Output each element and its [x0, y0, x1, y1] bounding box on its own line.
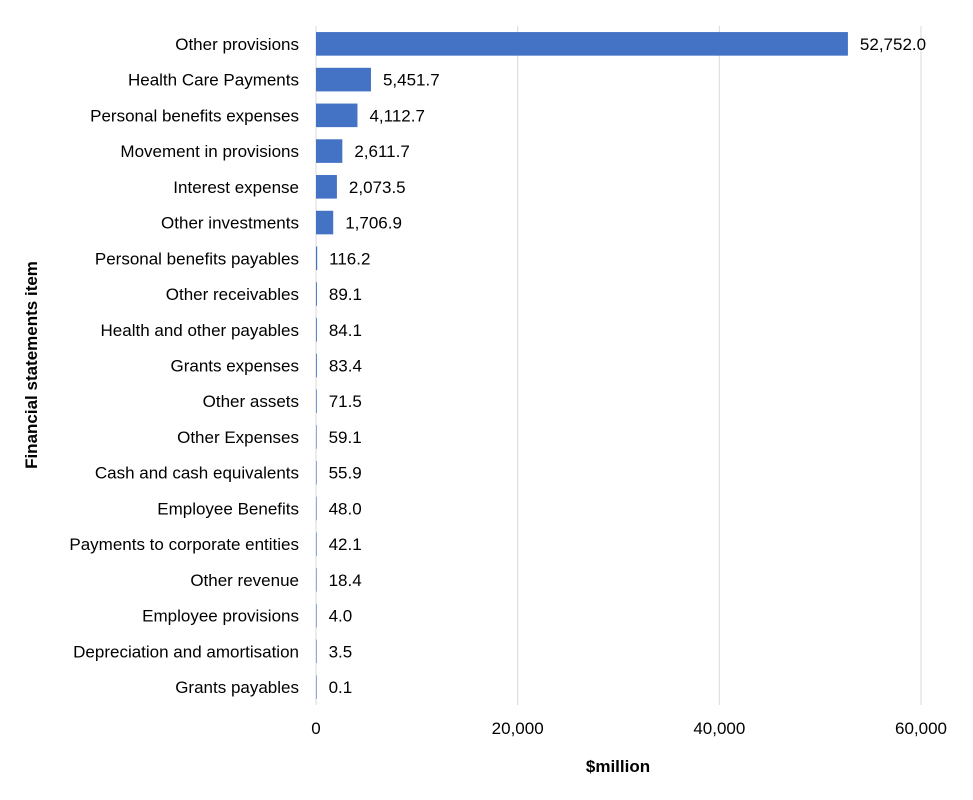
category-label: Employee provisions: [142, 607, 299, 626]
category-label: Other receivables: [166, 285, 299, 304]
category-label: Other Expenses: [177, 428, 299, 447]
bar: [316, 675, 317, 699]
value-label: 89.1: [329, 285, 362, 304]
x-tick-labels: 0 20,000 40,000 60,000: [311, 719, 947, 738]
value-label: 2,073.5: [349, 178, 406, 197]
bar: [316, 603, 317, 628]
category-label: Personal benefits payables: [95, 249, 299, 268]
value-label: 4,112.7: [369, 106, 424, 125]
bar: [316, 32, 848, 56]
x-tick-label: 40,000: [693, 719, 745, 738]
bars: [316, 32, 848, 699]
value-label: 83.4: [329, 357, 362, 376]
gridlines: [315, 26, 922, 705]
category-label: Other revenue: [190, 571, 299, 590]
value-labels: 52,752.0 5,451.7 4,112.7 2,611.7 2,073.5 1,70…: [329, 35, 927, 697]
category-label: Cash and cash equivalents: [95, 464, 299, 483]
bar: [316, 210, 334, 235]
category-label: Movement in provisions: [120, 142, 299, 161]
x-axis-title: $million: [586, 757, 650, 776]
x-tick-label: 20,000: [492, 719, 544, 738]
category-label: Health and other payables: [101, 321, 299, 340]
value-label: 42.1: [329, 535, 362, 554]
bar: [316, 496, 317, 521]
bar: [316, 103, 358, 128]
value-label: 3.5: [329, 642, 353, 661]
category-label: Interest expense: [173, 178, 299, 197]
bar: [316, 389, 317, 414]
value-label: 1,706.9: [345, 214, 402, 233]
bar: [316, 568, 317, 592]
category-label: Personal benefits expenses: [90, 106, 299, 125]
bar: [316, 353, 317, 378]
category-label: Health Care Payments: [128, 71, 299, 90]
category-label: Other assets: [203, 392, 299, 411]
value-label: 18.4: [329, 571, 362, 590]
category-label: Other provisions: [175, 35, 299, 54]
category-label: Grants payables: [175, 678, 299, 697]
value-label: 4.0: [329, 607, 353, 626]
value-label: 84.1: [329, 321, 362, 340]
value-label: 48.0: [329, 499, 362, 518]
value-label: 2,611.7: [354, 142, 409, 161]
value-label: 5,451.7: [383, 71, 440, 90]
x-tick-label: 0: [311, 719, 320, 738]
category-labels: Other provisions Health Care Payments Pers…: [69, 35, 299, 697]
value-label: 59.1: [329, 428, 362, 447]
bar: [316, 139, 343, 163]
category-label: Depreciation and amortisation: [73, 642, 299, 661]
bar: [316, 282, 317, 306]
bar: [316, 425, 317, 449]
bar: [316, 460, 317, 485]
value-label: 116.2: [329, 249, 370, 268]
bar: [316, 639, 317, 664]
value-label: 55.9: [329, 464, 362, 483]
bar: [316, 246, 318, 271]
value-label: 0.1: [329, 678, 353, 697]
category-label: Payments to corporate entities: [69, 535, 299, 554]
bar: [316, 317, 317, 342]
bar: [316, 532, 317, 556]
bar: [316, 67, 371, 92]
y-axis-title: Financial statements item: [22, 261, 41, 469]
value-label: 71.5: [329, 392, 362, 411]
bar: [316, 175, 337, 199]
value-label: 52,752.0: [860, 35, 926, 54]
category-label: Grants expenses: [170, 357, 299, 376]
x-tick-label: 60,000: [895, 719, 947, 738]
category-label: Employee Benefits: [157, 499, 299, 518]
category-label: Other investments: [161, 214, 299, 233]
